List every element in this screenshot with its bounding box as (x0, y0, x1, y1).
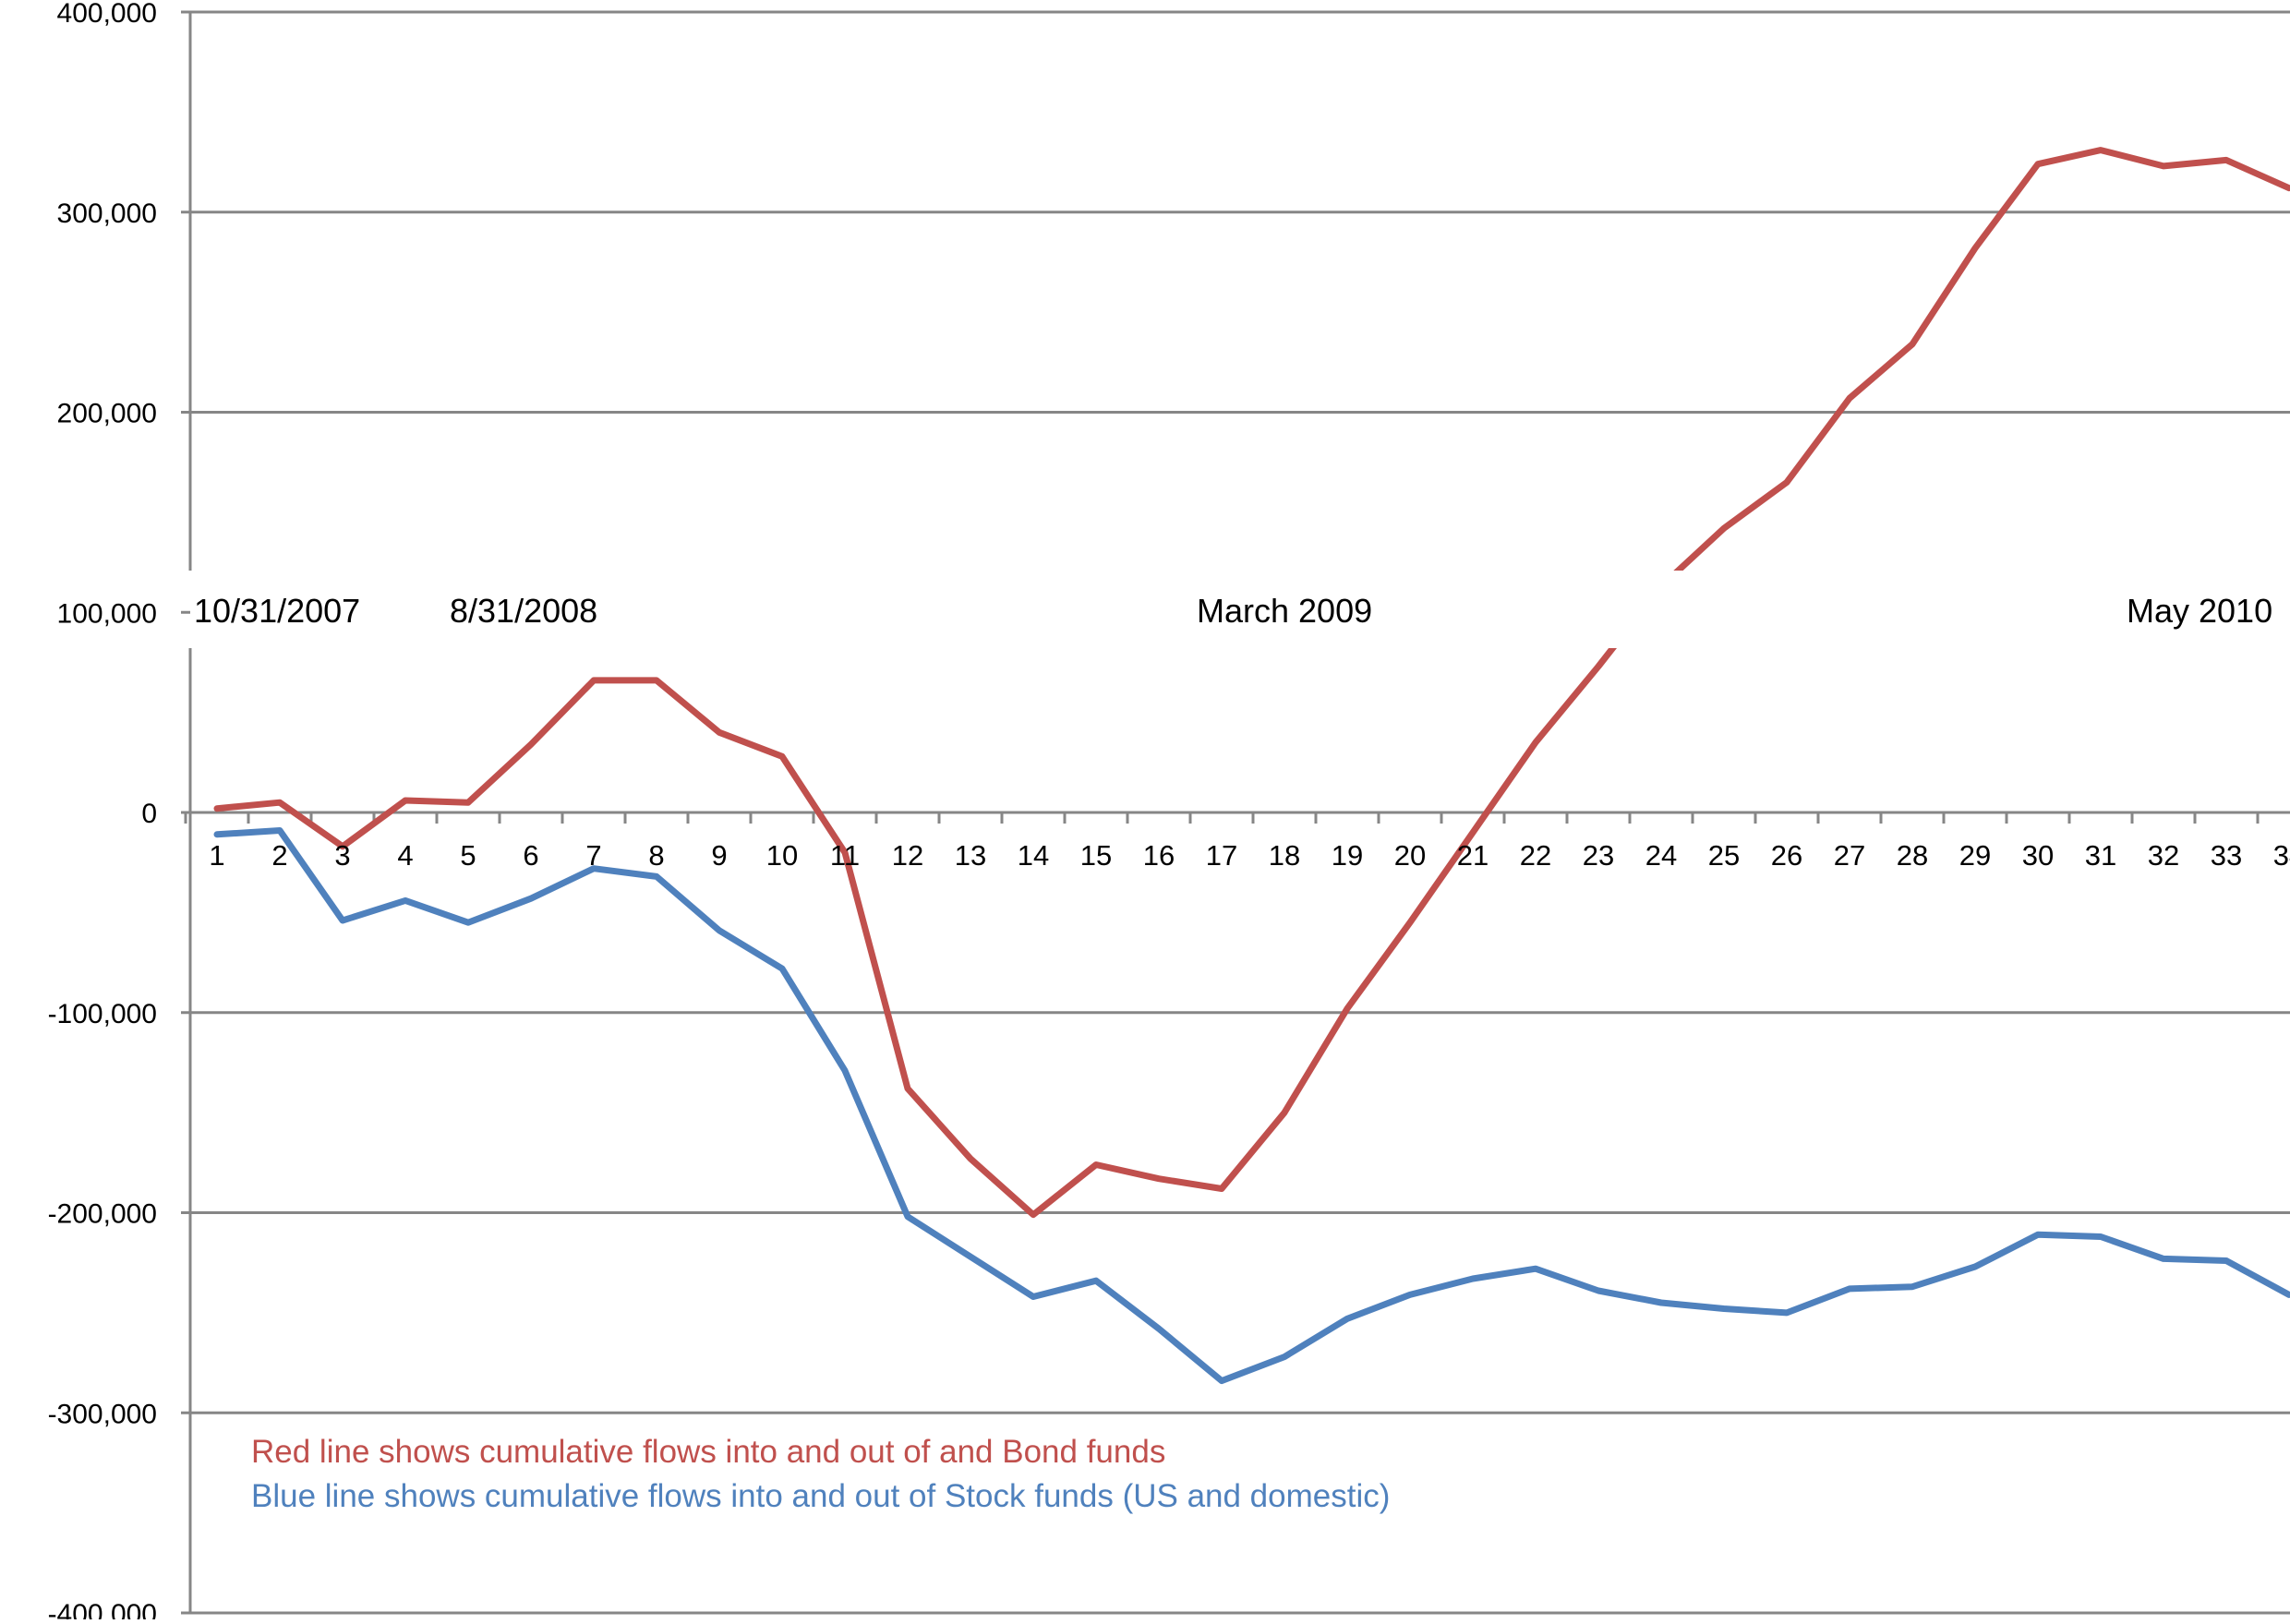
x-tick-label: 11 (830, 839, 860, 872)
date-annotation: May 2010 (2127, 592, 2272, 630)
x-tick-label: 4 (397, 839, 413, 872)
annotation-background (192, 571, 2290, 648)
x-tick-label: 20 (1394, 839, 1426, 872)
x-tick-label: 21 (1457, 839, 1488, 872)
x-tick-label: 22 (1520, 839, 1551, 872)
y-tick-label: 300,000 (57, 198, 157, 229)
x-tick-label: 27 (1834, 839, 1865, 872)
x-tick-label: 34 (2273, 839, 2290, 872)
x-tick-label: 12 (892, 839, 923, 872)
x-tick-label: 16 (1143, 839, 1175, 872)
series-lines (213, 147, 2290, 1385)
x-tick-label: 25 (1708, 839, 1740, 872)
x-tick-label: 19 (1332, 839, 1363, 872)
x-tick-label: 24 (1645, 839, 1677, 872)
x-tick-label: 5 (460, 839, 476, 872)
x-tick-label: 23 (1583, 839, 1614, 872)
x-tick-label: 13 (955, 839, 986, 872)
y-tick-label: 100,000 (57, 598, 157, 629)
x-tick-label: 14 (1018, 839, 1049, 872)
x-tick-label: 28 (1897, 839, 1928, 872)
y-tick-label: -300,000 (48, 1399, 157, 1429)
x-tick-label: 17 (1206, 839, 1237, 872)
x-tick-label: 30 (2022, 839, 2054, 872)
x-tick-label: 9 (711, 839, 727, 872)
x-tick-label: 33 (2211, 839, 2242, 872)
x-tick-label: 1 (209, 839, 224, 872)
y-tick-label: -200,000 (48, 1199, 157, 1230)
x-tick-label: 18 (1269, 839, 1300, 872)
x-tick-label: 31 (2085, 839, 2116, 872)
y-tick-label: 0 (141, 799, 157, 829)
date-annotations: 10/31/2007 8/31/2008 March 2009 May 2010 (194, 592, 2272, 630)
x-tick-label: 6 (523, 839, 538, 872)
x-tick-label: 29 (1959, 839, 1991, 872)
annotation-band (192, 571, 2290, 648)
legend-entry: Red line shows cumulative flows into and… (251, 1434, 1165, 1470)
x-tick-label: 2 (271, 839, 287, 872)
x-tick-label: 7 (585, 839, 601, 872)
x-tick-label: 10 (766, 839, 798, 872)
x-tick-label: 26 (1771, 839, 1802, 872)
y-tick-label: 200,000 (57, 399, 157, 429)
gridlines (190, 10, 2290, 1615)
annotation-background-notch (1570, 571, 1754, 648)
x-tick-label: 8 (648, 839, 664, 872)
y-axis-tick-labels: 400,000 300,000 200,000 100,000 0 -100,000 -20… (48, 0, 157, 1624)
date-annotation: 10/31/2007 (194, 592, 360, 630)
x-axis-tick-labels: 1 2 3 4 5 6 7 8 9 10 11 12 13 14 15 16 17 18 19 20 21 22 23 24 2… (209, 839, 2290, 872)
x-tick-label: 15 (1080, 839, 1112, 872)
y-tick-label: -400,000 (48, 1599, 157, 1619)
date-annotation: 8/31/2008 (450, 592, 597, 630)
date-annotation: March 2009 (1197, 592, 1372, 630)
y-tick-label: 400,000 (57, 0, 157, 29)
y-tick-label: -100,000 (48, 999, 157, 1029)
series-line-bond (213, 147, 2290, 1219)
x-tick-label: 3 (334, 839, 350, 872)
x-tick-label: 32 (2148, 839, 2179, 872)
legend: Red line shows cumulative flows into and… (251, 1434, 1390, 1514)
legend-entry: Blue line shows cumulative flows into an… (251, 1478, 1390, 1514)
series-line-stock (213, 827, 2290, 1385)
